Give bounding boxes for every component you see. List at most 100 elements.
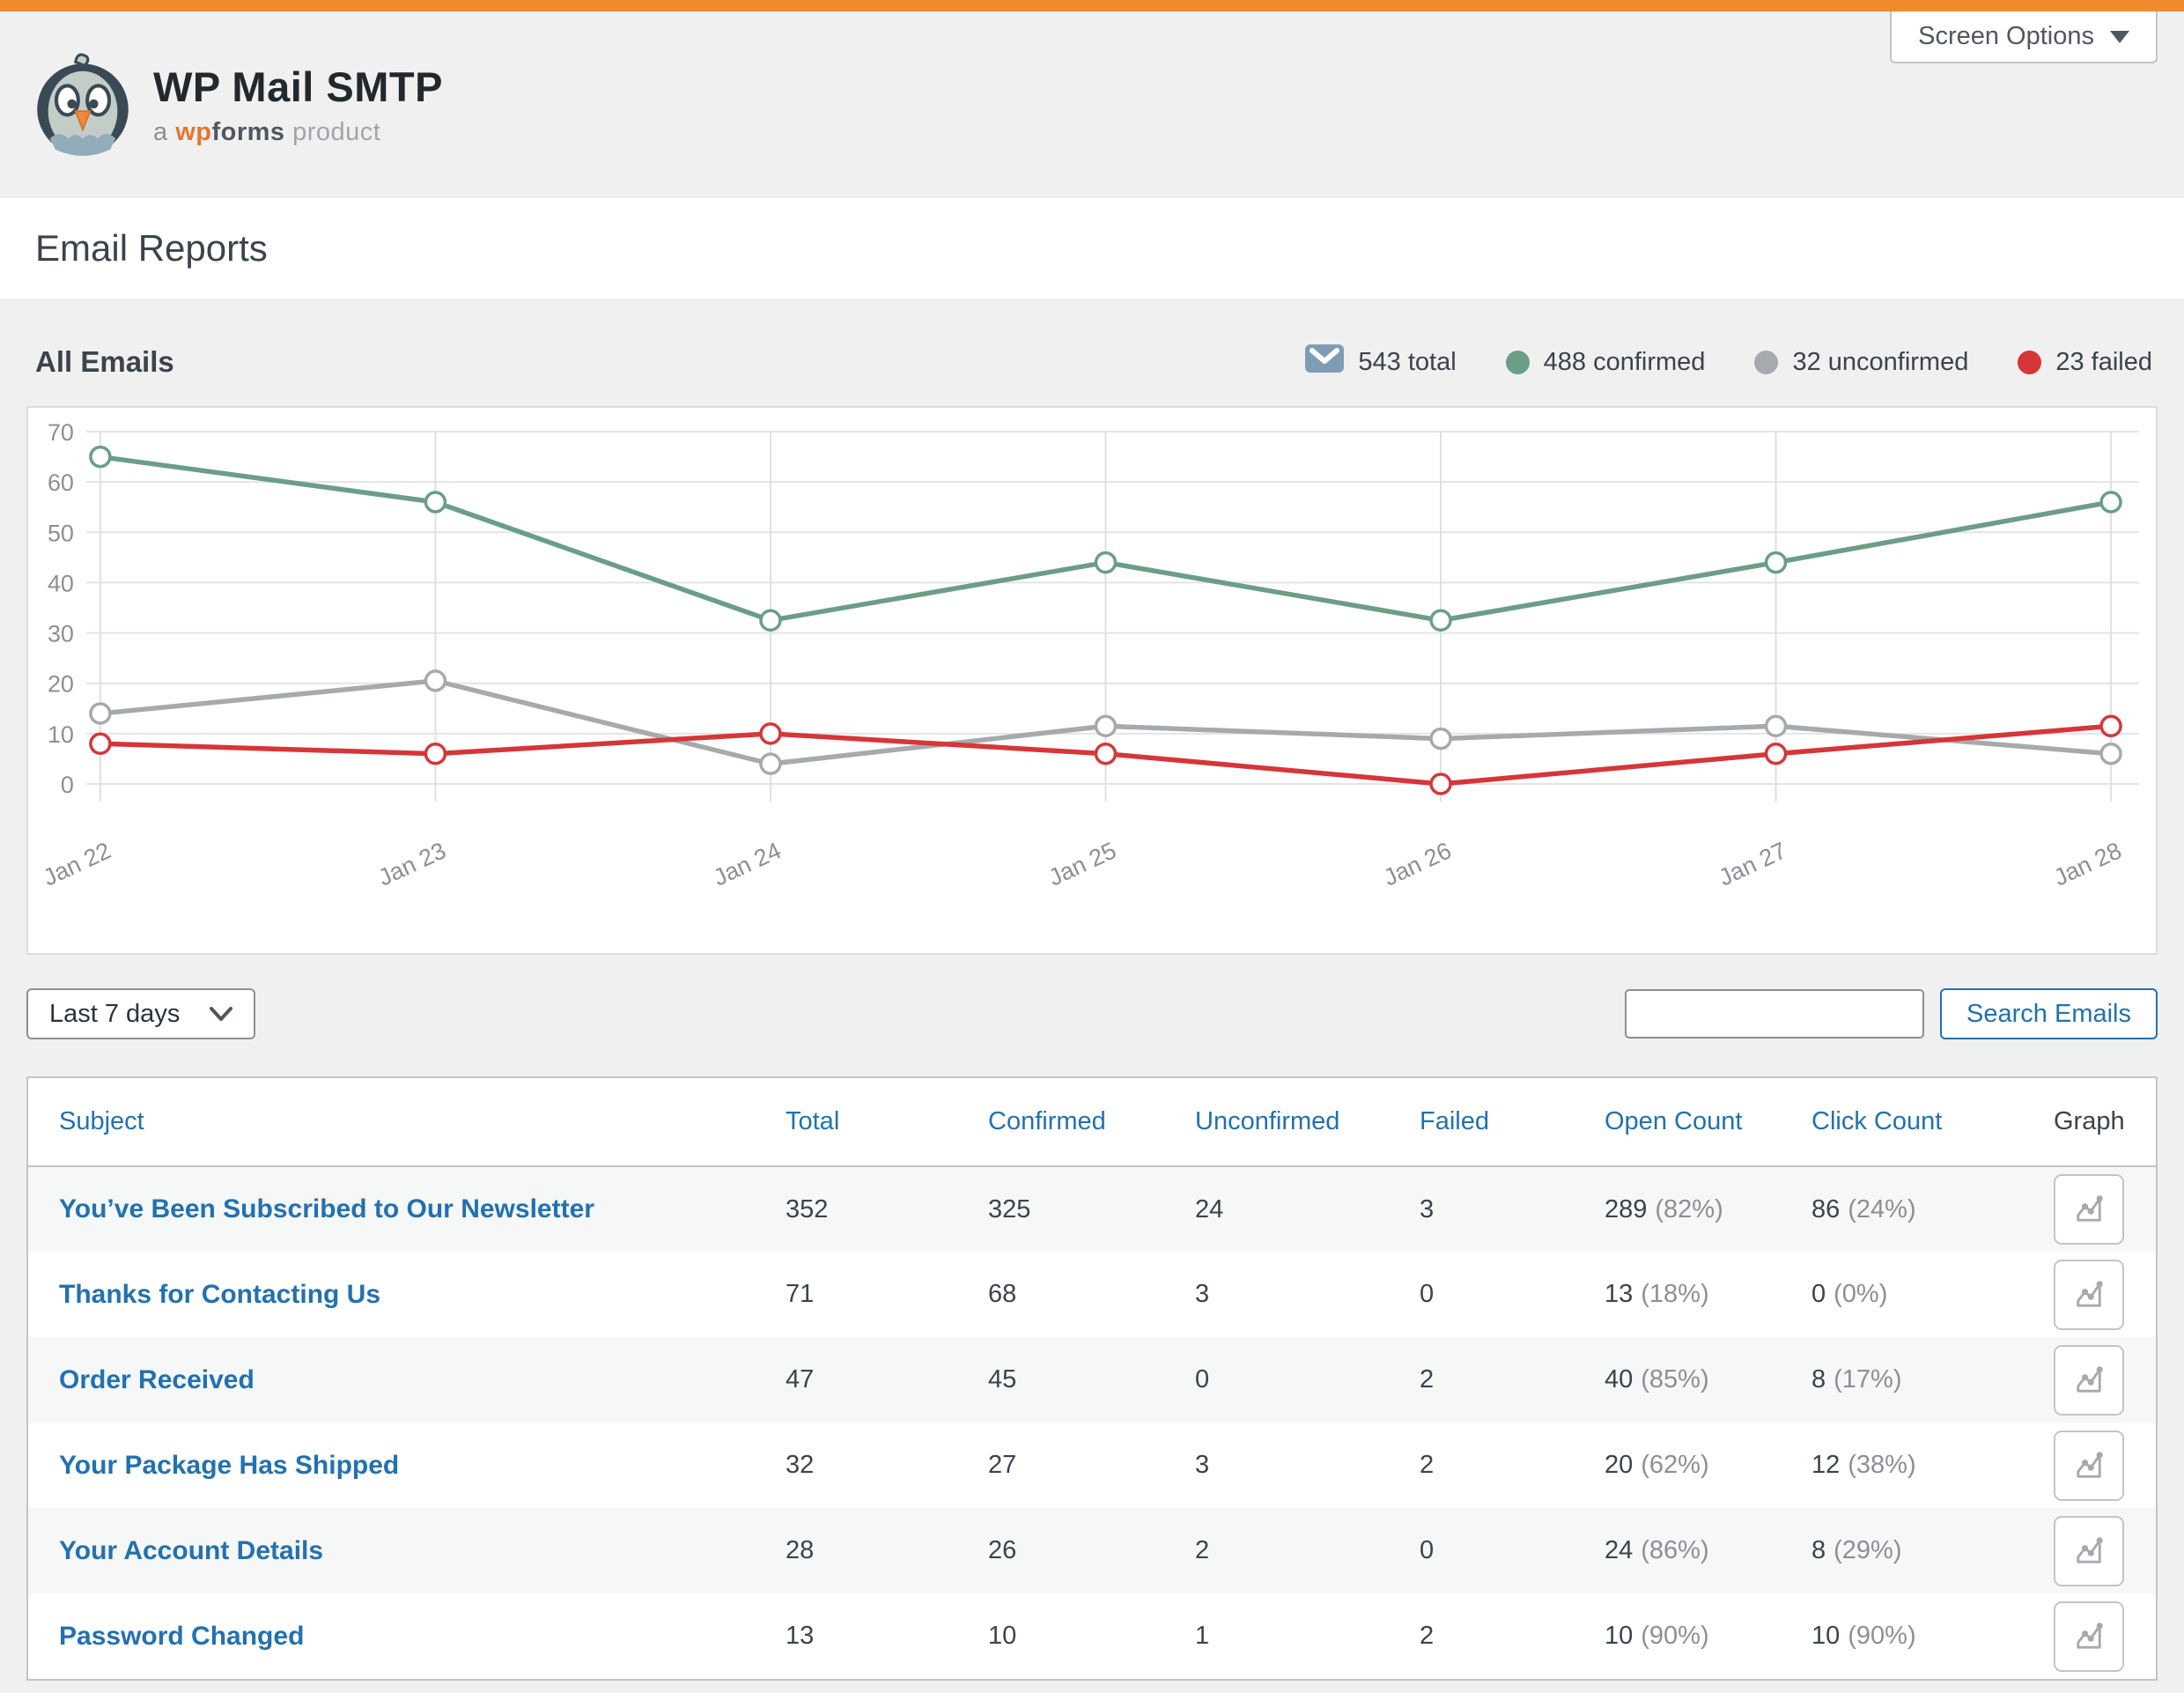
table-row: You’ve Been Subscribed to Our Newsletter…: [28, 1166, 2156, 1252]
email-subject-link[interactable]: Thanks for Contacting Us: [59, 1279, 381, 1309]
table-row: Thanks for Contacting Us 71 68 3 0 13 (18…: [28, 1252, 2156, 1337]
unconfirmed-cell: 1: [1195, 1622, 1210, 1650]
mini-chart-icon: [2077, 1451, 2103, 1478]
unconfirmed-cell: 24: [1195, 1194, 1224, 1224]
emails-chart-panel: 0 10 20 30 40 50 60 70 Jan 22 Jan 23 Jan 24 Jan 25 J…: [26, 406, 2158, 955]
email-subject-link[interactable]: Order Received: [59, 1364, 255, 1394]
mini-chart-icon: [2077, 1622, 2103, 1649]
svg-text:Jan 27: Jan 27: [1715, 837, 1790, 891]
legend-dot-icon: [2018, 350, 2042, 374]
search-input[interactable]: [1625, 989, 1925, 1039]
table-row: Your Account Details 28 26 2 0 24 (86%) 8…: [28, 1508, 2156, 1593]
sort-subject-link[interactable]: Subject: [59, 1107, 144, 1135]
search-emails-button[interactable]: Search Emails: [1940, 988, 2158, 1039]
graph-button[interactable]: [2054, 1344, 2124, 1416]
svg-text:40: 40: [48, 570, 74, 596]
open-count-cell: 13 (18%): [1605, 1280, 1709, 1308]
emails-line-chart: 0 10 20 30 40 50 60 70 Jan 22 Jan 23 Jan 24 Jan 25 J…: [39, 419, 2140, 891]
screen-options-label: Screen Options: [1918, 22, 2094, 50]
email-reports-table-panel: Subject Total Confirmed Unconfirmed Fail…: [26, 1076, 2158, 1681]
click-count-cell: 8 (29%): [1811, 1536, 1902, 1564]
total-cell: 32: [786, 1451, 815, 1479]
click-count-cell: 10 (90%): [1811, 1622, 1916, 1650]
confirmed-cell: 45: [988, 1365, 1017, 1394]
svg-text:10: 10: [48, 721, 74, 748]
svg-text:Jan 28: Jan 28: [2050, 837, 2126, 891]
sort-failed-link[interactable]: Failed: [1420, 1107, 1489, 1135]
legend-item: 543 total: [1305, 344, 1457, 380]
svg-text:60: 60: [48, 469, 74, 496]
confirmed-cell: 325: [988, 1194, 1031, 1224]
graph-button[interactable]: [2054, 1601, 2124, 1672]
sort-click-count-link[interactable]: Click Count: [1811, 1107, 1943, 1135]
svg-text:50: 50: [48, 520, 74, 546]
click-count-cell: 0 (0%): [1811, 1280, 1888, 1308]
confirmed-cell: 27: [988, 1451, 1017, 1479]
click-count-cell: 12 (38%): [1811, 1451, 1916, 1479]
date-range-select[interactable]: Last 7 days: [26, 988, 256, 1039]
open-count-cell: 20 (62%): [1605, 1451, 1709, 1479]
svg-text:30: 30: [48, 621, 74, 647]
unconfirmed-cell: 3: [1195, 1280, 1210, 1308]
chevron-down-icon: [210, 1006, 233, 1021]
graph-button[interactable]: [2054, 1515, 2124, 1586]
email-subject-link[interactable]: Your Account Details: [59, 1535, 324, 1565]
failed-cell: 0: [1420, 1536, 1435, 1564]
app-title: WP Mail SMTP: [153, 63, 443, 110]
total-cell: 47: [786, 1365, 815, 1394]
open-count-cell: 40 (85%): [1605, 1365, 1709, 1394]
mini-chart-icon: [2077, 1365, 2103, 1393]
table-row: Your Package Has Shipped 32 27 3 2 20 (62…: [28, 1423, 2156, 1508]
sort-unconfirmed-link[interactable]: Unconfirmed: [1195, 1107, 1340, 1135]
legend-label: 23 failed: [2055, 347, 2152, 376]
click-count-cell: 8 (17%): [1811, 1365, 1902, 1394]
envelope-icon: [1305, 344, 1345, 380]
screen-options-button[interactable]: Screen Options: [1890, 11, 2158, 63]
legend-label: 543 total: [1358, 347, 1457, 376]
svg-text:70: 70: [48, 419, 74, 446]
sort-total-link[interactable]: Total: [786, 1107, 840, 1135]
legend-dot-icon: [1505, 350, 1530, 374]
section-title: All Emails: [35, 345, 174, 378]
unconfirmed-cell: 3: [1195, 1451, 1210, 1479]
mini-chart-icon: [2077, 1536, 2103, 1564]
unconfirmed-cell: 0: [1195, 1365, 1210, 1394]
email-subject-link[interactable]: You’ve Been Subscribed to Our Newsletter: [59, 1194, 594, 1224]
legend-label: 32 unconfirmed: [1792, 347, 1969, 376]
confirmed-cell: 68: [988, 1280, 1017, 1308]
open-count-cell: 289 (82%): [1605, 1194, 1723, 1224]
failed-cell: 2: [1420, 1622, 1435, 1650]
email-reports-table: Subject Total Confirmed Unconfirmed Fail…: [28, 1078, 2156, 1679]
open-count-cell: 24 (86%): [1605, 1536, 1709, 1564]
chart-legend: 543 total 488 confirmed 32 unconfirmed 2…: [1305, 344, 2152, 380]
failed-cell: 2: [1420, 1365, 1435, 1394]
total-cell: 13: [786, 1622, 815, 1650]
email-subject-link[interactable]: Your Package Has Shipped: [59, 1450, 400, 1480]
svg-text:20: 20: [48, 671, 74, 698]
confirmed-cell: 10: [988, 1622, 1017, 1650]
graph-button[interactable]: [2054, 1259, 2124, 1330]
legend-dot-icon: [1754, 350, 1779, 374]
total-cell: 71: [786, 1280, 815, 1308]
failed-cell: 2: [1420, 1451, 1435, 1479]
legend-item: 23 failed: [2018, 348, 2152, 377]
email-subject-link[interactable]: Password Changed: [59, 1621, 305, 1651]
app-header: WP Mail SMTP a wpforms product: [0, 11, 2184, 198]
unconfirmed-cell: 2: [1195, 1536, 1210, 1564]
chevron-down-icon: [2110, 30, 2129, 43]
svg-text:Jan 26: Jan 26: [1380, 837, 1456, 891]
legend-label: 488 confirmed: [1543, 347, 1706, 376]
sort-open-count-link[interactable]: Open Count: [1605, 1107, 1743, 1135]
graph-button[interactable]: [2054, 1430, 2124, 1501]
graph-button[interactable]: [2054, 1174, 2124, 1245]
svg-text:Jan 24: Jan 24: [709, 837, 785, 891]
failed-cell: 3: [1420, 1194, 1435, 1224]
sort-confirmed-link[interactable]: Confirmed: [988, 1107, 1106, 1135]
failed-cell: 0: [1420, 1280, 1435, 1308]
open-count-cell: 10 (90%): [1605, 1622, 1709, 1650]
mini-chart-icon: [2077, 1195, 2103, 1222]
legend-item: 32 unconfirmed: [1754, 348, 1968, 377]
mini-chart-icon: [2077, 1280, 2103, 1307]
legend-item: 488 confirmed: [1505, 347, 1706, 377]
confirmed-cell: 26: [988, 1536, 1017, 1564]
